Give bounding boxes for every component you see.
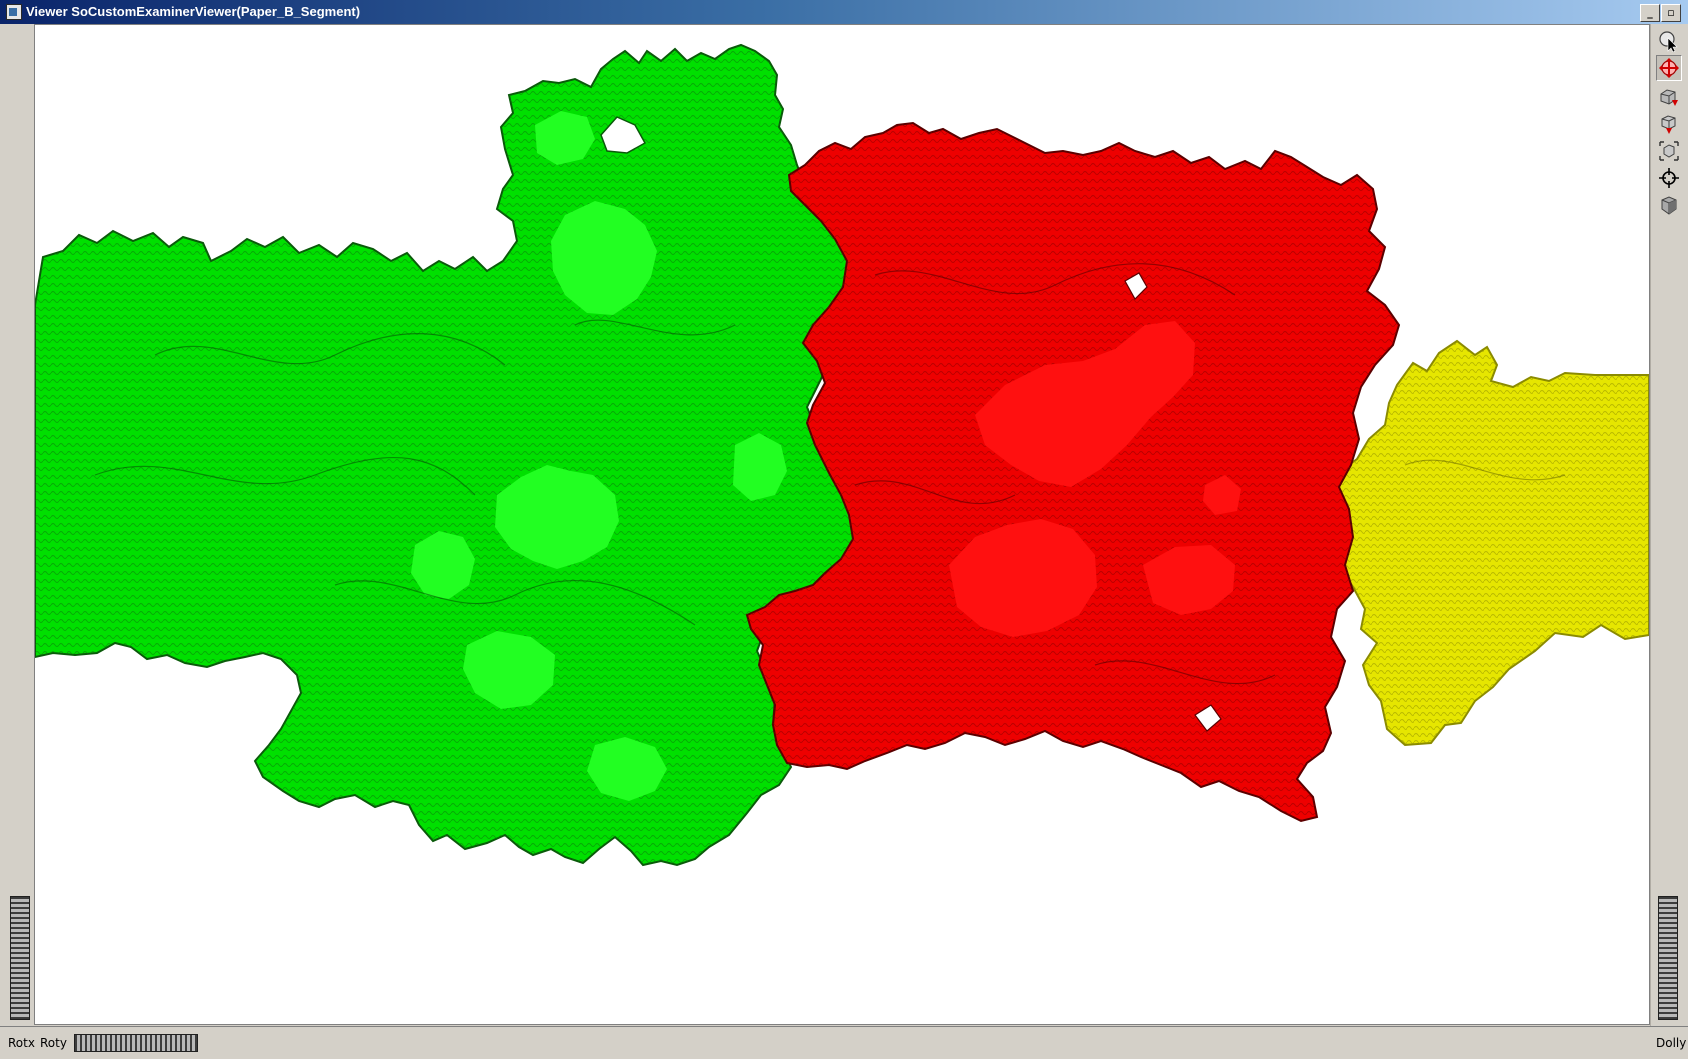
view-all-button[interactable] bbox=[1656, 138, 1682, 164]
title-bar[interactable]: Viewer SoCustomExaminerViewer(Paper_B_Se… bbox=[0, 0, 1688, 24]
seek-crosshair-icon bbox=[1659, 168, 1679, 188]
right-toolbar-panel bbox=[1650, 24, 1688, 1026]
home-camera-icon bbox=[1660, 89, 1678, 106]
app-window-icon bbox=[6, 4, 22, 20]
minimize-button[interactable]: _ bbox=[1640, 4, 1660, 22]
surface-detail bbox=[94, 263, 1566, 685]
window-title: Viewer SoCustomExaminerViewer(Paper_B_Se… bbox=[26, 4, 361, 19]
green-segment bbox=[35, 43, 867, 867]
3d-viewport[interactable] bbox=[34, 24, 1650, 1025]
camera-toggle-button[interactable] bbox=[1656, 192, 1682, 218]
yellow-segment bbox=[1315, 339, 1649, 747]
left-decoration-panel bbox=[0, 24, 34, 1026]
pointer-arrow-icon bbox=[1659, 31, 1678, 52]
rotx-label: Rotx bbox=[8, 1036, 35, 1050]
home-button[interactable] bbox=[1656, 84, 1682, 110]
view-all-icon bbox=[1659, 141, 1679, 161]
red-segment bbox=[745, 121, 1401, 823]
seek-button[interactable] bbox=[1656, 165, 1682, 191]
rotate-hand-icon bbox=[1659, 58, 1679, 78]
camera-type-icon bbox=[1661, 196, 1677, 215]
set-home-icon bbox=[1661, 115, 1676, 134]
view-mode-button[interactable] bbox=[1656, 55, 1682, 81]
dolly-label: Dolly bbox=[1656, 1036, 1687, 1050]
pick-mode-button[interactable] bbox=[1656, 28, 1682, 54]
bottom-bar: Rotx Roty Dolly bbox=[0, 1026, 1688, 1059]
scene-render bbox=[35, 43, 1649, 867]
roty-thumbwheel[interactable] bbox=[74, 1034, 198, 1052]
roty-label: Roty bbox=[40, 1036, 67, 1050]
rotx-thumbwheel[interactable] bbox=[10, 896, 30, 1020]
set-home-button[interactable] bbox=[1656, 111, 1682, 137]
maximize-button[interactable]: ▫ bbox=[1661, 4, 1681, 22]
dolly-thumbwheel[interactable] bbox=[1658, 896, 1678, 1020]
